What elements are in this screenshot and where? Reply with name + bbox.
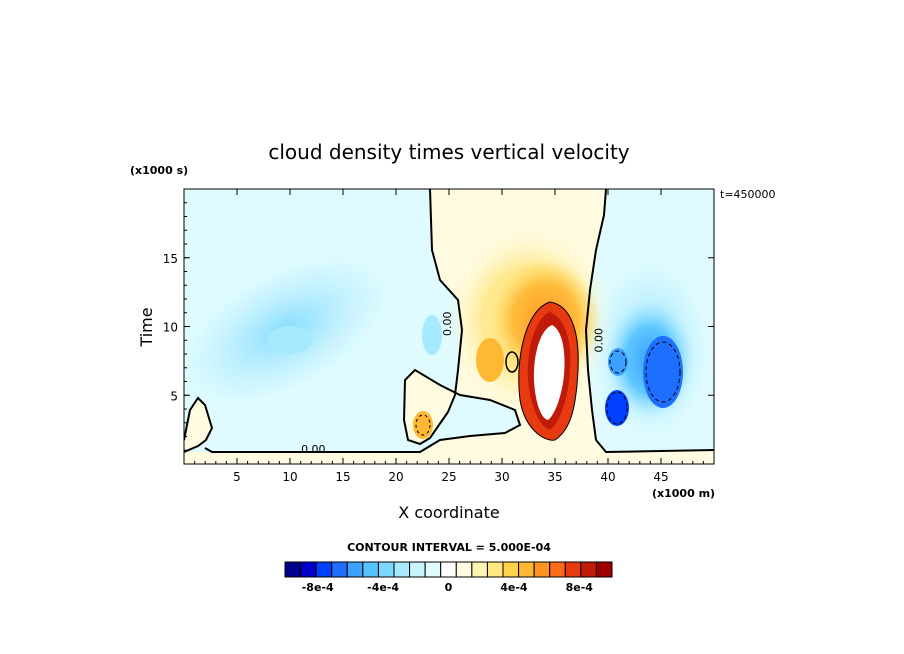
colorbar-swatch: [580, 561, 597, 578]
colorbar-swatch: [440, 561, 457, 578]
plot-field: 0.00 0.00 0.00: [184, 189, 714, 464]
colorbar-swatch: [346, 561, 364, 578]
contour-label: 0.00: [441, 312, 454, 337]
colorbar-swatch: [409, 561, 426, 578]
negative-east-strong-c: [608, 348, 628, 376]
contour-label: 0.00: [301, 443, 326, 456]
colorbar-tick-label: -8e-4: [302, 581, 334, 594]
colorbar-swatch: [455, 561, 473, 578]
timestamp-label: t=450000: [720, 188, 776, 201]
colorbar-swatch: [315, 561, 333, 578]
negative-contour-a: [645, 341, 681, 403]
colorbar-tick-label: -4e-4: [367, 581, 399, 594]
colorbar-swatch: [300, 561, 317, 578]
colorbar-tick-label: 4e-4: [500, 581, 528, 594]
colorbar-title: CONTOUR INTERVAL = 5.000E-04: [347, 541, 551, 554]
contour-labels: 0.00 0.00 0.00: [301, 312, 606, 457]
contour-label: 0.00: [593, 328, 606, 353]
x-tick-label: 35: [547, 470, 562, 484]
x-axis-ticks: 5 10 15 20 25 30 35 40 45: [194, 189, 704, 484]
y-tick-label: 5: [170, 389, 178, 403]
colorbar-swatch: [486, 561, 504, 578]
weak-negative-west-core: [268, 326, 312, 354]
x-tick-label: 20: [388, 470, 403, 484]
negative-contour-c: [609, 350, 627, 374]
y-axis-ticks: 5 10 15: [163, 202, 714, 451]
secondary-contour: [505, 351, 519, 373]
colorbar-tick-label: 8e-4: [566, 581, 594, 594]
x-axis-label: X coordinate: [398, 503, 499, 522]
colorbar-swatch: [393, 561, 411, 578]
positive-secondary: [476, 338, 504, 382]
x-tick-label: 15: [335, 470, 350, 484]
x-units-label: (x1000 m): [652, 487, 715, 500]
colorbar-swatch: [533, 561, 551, 578]
y-units-label: (x1000 s): [130, 164, 188, 177]
colorbar-swatch: [595, 561, 613, 578]
y-tick-label: 10: [163, 321, 178, 335]
colorbar-swatch: [331, 561, 348, 578]
x-tick-label: 45: [653, 470, 668, 484]
colorbar: [284, 561, 613, 578]
tertiary-contour: [415, 414, 431, 436]
x-tick-label: 5: [233, 470, 241, 484]
negative-east-strong-a: [643, 336, 683, 408]
zero-contour: [184, 189, 714, 454]
positive-max-core: [533, 325, 565, 420]
x-tick-label: 25: [441, 470, 456, 484]
colorbar-swatch: [471, 561, 488, 578]
colorbar-ticks: -8e-4 -4e-4 0 4e-4 8e-4: [302, 581, 594, 594]
colorbar-swatch: [284, 561, 302, 578]
x-tick-label: 10: [282, 470, 297, 484]
chart-title: cloud density times vertical velocity: [268, 140, 629, 164]
y-axis-label: Time: [137, 307, 156, 347]
colorbar-swatch: [564, 561, 582, 578]
colorbar-swatch: [502, 561, 520, 578]
negative-east-strong-b: [605, 390, 629, 426]
negative-contour-b: [606, 391, 628, 425]
max-contour: [518, 301, 579, 441]
colorbar-swatch: [377, 561, 395, 578]
negative-near-plume: [422, 315, 442, 355]
colorbar-swatch: [424, 561, 442, 578]
colorbar-tick-label: 0: [445, 581, 453, 594]
x-tick-label: 30: [494, 470, 509, 484]
x-tick-label: 40: [600, 470, 615, 484]
colorbar-swatch: [518, 561, 535, 578]
y-tick-label: 15: [163, 252, 178, 266]
colorbar-swatch: [549, 561, 566, 578]
colorbar-swatch: [362, 561, 379, 578]
